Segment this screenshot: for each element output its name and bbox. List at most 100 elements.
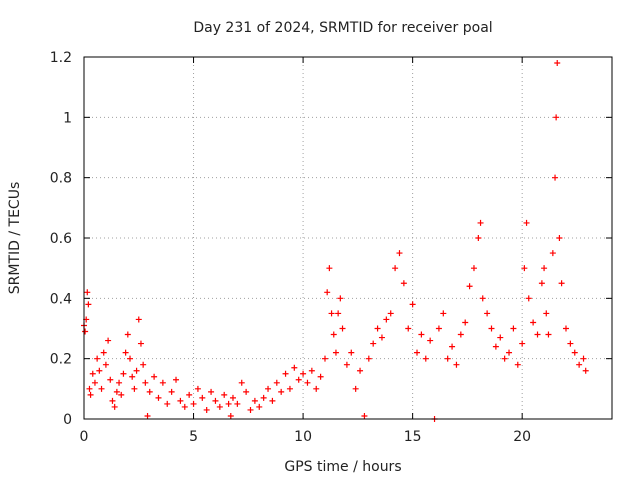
data-point [111, 403, 118, 410]
data-point [140, 361, 147, 368]
x-tick-labels: 0 5 10 15 20 [80, 429, 532, 445]
data-point [466, 283, 473, 290]
data-point [553, 114, 560, 121]
data-point [225, 400, 232, 407]
data-point [238, 379, 245, 386]
x-tick-label: 15 [404, 429, 422, 445]
data-point [576, 361, 583, 368]
data-point [365, 355, 372, 362]
data-point [269, 397, 276, 404]
data-point [521, 265, 528, 272]
x-tick-label: 10 [294, 429, 312, 445]
data-point [510, 325, 517, 332]
data-point [449, 343, 456, 350]
data-point [343, 361, 350, 368]
data-point [523, 219, 530, 226]
x-tick-label: 5 [189, 429, 198, 445]
data-point [383, 316, 390, 323]
y-tick-label: 0 [63, 412, 72, 428]
data-point [282, 370, 289, 377]
data-point [127, 355, 134, 362]
data-point [124, 331, 131, 338]
data-point [326, 265, 333, 272]
y-tick-label: 0.6 [50, 231, 72, 247]
data-point [155, 394, 162, 401]
data-point [151, 373, 158, 380]
data-point [562, 325, 569, 332]
data-point [116, 379, 123, 386]
data-point [164, 400, 171, 407]
data-point [146, 388, 153, 395]
data-point [229, 394, 236, 401]
data-point [186, 391, 193, 398]
data-point [109, 397, 116, 404]
data-point [435, 325, 442, 332]
data-point [444, 355, 451, 362]
data-point [256, 403, 263, 410]
data-point [105, 337, 112, 344]
data-point [545, 331, 552, 338]
data-point [317, 373, 324, 380]
data-point [181, 403, 188, 410]
data-point [199, 394, 206, 401]
data-point [427, 337, 434, 344]
data-point [479, 295, 486, 302]
data-point [208, 388, 215, 395]
data-point [216, 403, 223, 410]
data-point [168, 388, 175, 395]
data-point [273, 379, 280, 386]
data-point [286, 385, 293, 392]
data-points [81, 60, 589, 422]
data-point [85, 301, 92, 308]
data-point [260, 394, 267, 401]
data-point [159, 379, 166, 386]
data-point [129, 373, 136, 380]
data-point [227, 412, 234, 419]
data-point [251, 397, 258, 404]
data-point [120, 370, 127, 377]
data-point [247, 406, 254, 413]
y-axis-label: SRMTID / TECUs [7, 182, 23, 295]
data-point [488, 325, 495, 332]
data-point [519, 340, 526, 347]
data-point [91, 379, 98, 386]
data-point [203, 406, 210, 413]
data-point [470, 265, 477, 272]
data-point [89, 370, 96, 377]
data-point [370, 340, 377, 347]
data-point [335, 310, 342, 317]
data-point [321, 355, 328, 362]
data-point [582, 367, 589, 374]
data-point [392, 265, 399, 272]
y-tick-label: 0.8 [50, 171, 72, 187]
data-point [554, 60, 561, 67]
data-point [337, 295, 344, 302]
data-point [414, 349, 421, 356]
data-point [405, 325, 412, 332]
data-point [278, 388, 285, 395]
data-point [357, 367, 364, 374]
data-point [339, 325, 346, 332]
data-point [291, 364, 298, 371]
x-tick-label: 0 [80, 429, 89, 445]
data-point [418, 331, 425, 338]
data-point [580, 355, 587, 362]
data-point [243, 388, 250, 395]
data-point [378, 334, 385, 341]
x-axis-label: GPS time / hours [284, 459, 401, 475]
data-point [313, 385, 320, 392]
data-point [549, 250, 556, 257]
data-point [84, 289, 91, 296]
data-point [87, 391, 94, 398]
data-point [492, 343, 499, 350]
data-point [144, 412, 151, 419]
data-point [100, 349, 107, 356]
data-point [501, 355, 508, 362]
data-point [558, 280, 565, 287]
axis-ticks [83, 56, 612, 420]
data-point [133, 367, 140, 374]
data-point [113, 388, 120, 395]
data-point [330, 331, 337, 338]
data-point [98, 385, 105, 392]
data-point [514, 361, 521, 368]
